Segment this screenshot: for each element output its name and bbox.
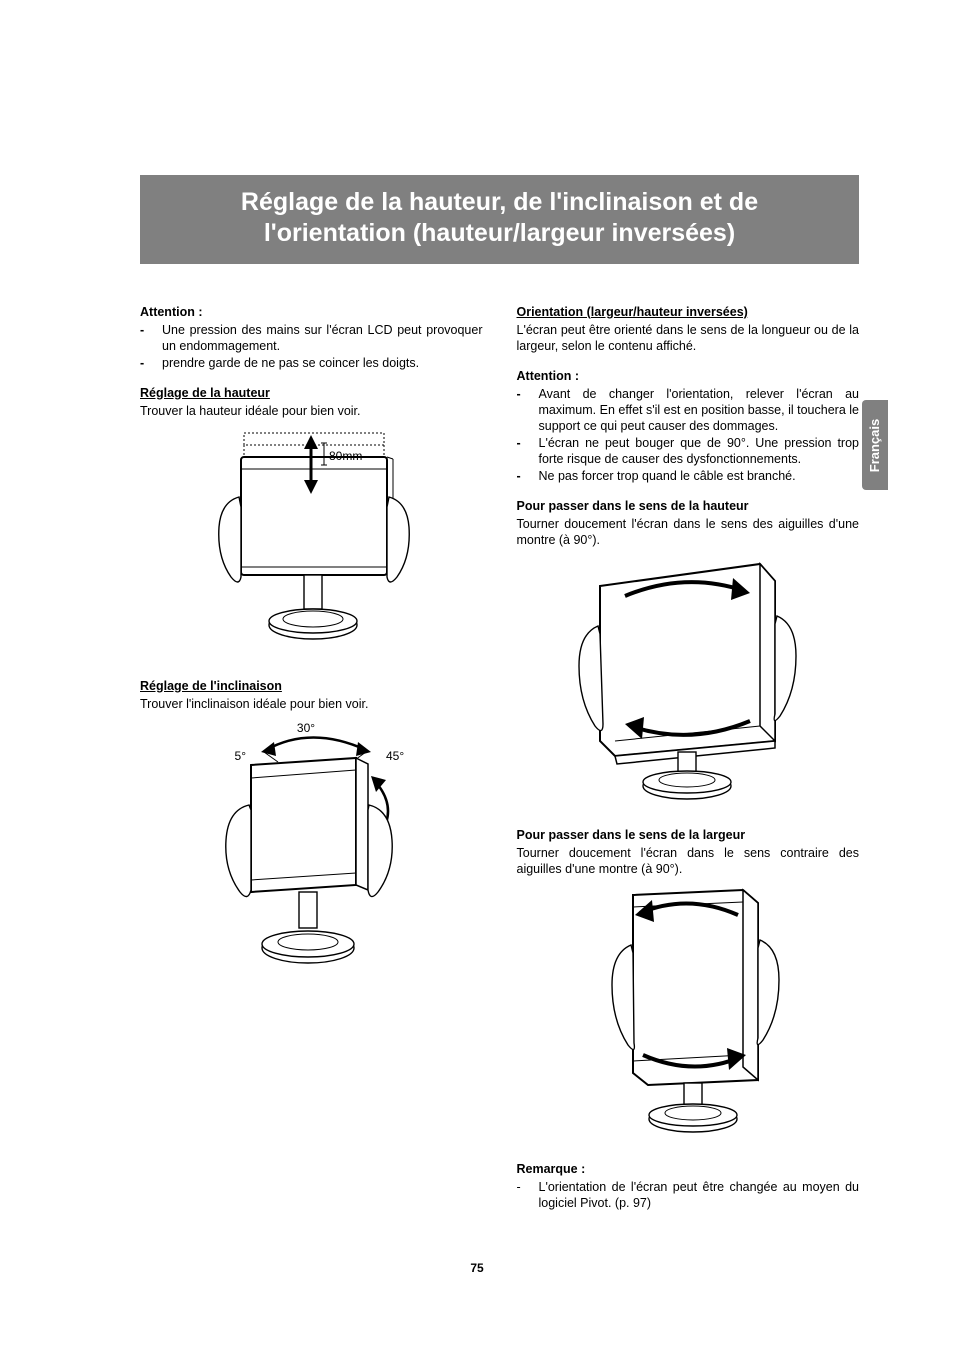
height-label: 80mm bbox=[329, 449, 362, 463]
list-item: L'écran ne peut bouger que de 90°. Une p… bbox=[517, 435, 860, 467]
attention-label-left: Attention : bbox=[140, 304, 483, 320]
list-item: Une pression des mains sur l'écran LCD p… bbox=[140, 322, 483, 354]
orientation-body: L'écran peut être orienté dans le sens d… bbox=[517, 322, 860, 354]
title-line-1: Réglage de la hauteur, de l'inclinaison … bbox=[241, 188, 758, 216]
tilt-label-top: 30° bbox=[297, 721, 315, 735]
tilt-diagram: 30° 5° 45° 45° bbox=[140, 720, 483, 979]
portrait-body: Tourner doucement l'écran dans le sens d… bbox=[517, 516, 860, 548]
title-line-2: l'orientation (hauteur/largeur inversées… bbox=[264, 219, 735, 247]
list-item: Ne pas forcer trop quand le câble est br… bbox=[517, 468, 860, 484]
page: Réglage de la hauteur, de l'inclinaison … bbox=[0, 0, 954, 1351]
landscape-body: Tourner doucement l'écran dans le sens c… bbox=[517, 845, 860, 877]
list-item: L'orientation de l'écran peut être chang… bbox=[517, 1179, 860, 1211]
portrait-diagram bbox=[517, 556, 860, 805]
monitor-tilt-icon: 30° 5° 45° 45° bbox=[206, 720, 416, 975]
tilt-label-right: 45° bbox=[386, 749, 404, 763]
tilt-heading: Réglage de l'inclinaison bbox=[140, 678, 483, 694]
portrait-heading: Pour passer dans le sens de la hauteur bbox=[517, 498, 860, 514]
language-label: Français bbox=[868, 418, 883, 471]
remark-label: Remarque : bbox=[517, 1161, 860, 1177]
tilt-body: Trouver l'inclinaison idéale pour bien v… bbox=[140, 696, 483, 712]
landscape-diagram bbox=[517, 885, 860, 1139]
height-body: Trouver la hauteur idéale pour bien voir… bbox=[140, 403, 483, 419]
attention-label-right: Attention : bbox=[517, 368, 860, 384]
height-diagram: 80mm bbox=[140, 427, 483, 656]
orientation-heading: Orientation (largeur/hauteur inversées) bbox=[517, 304, 860, 320]
right-column: Orientation (largeur/hauteur inversées) … bbox=[517, 304, 860, 1212]
list-item: Avant de changer l'orientation, relever … bbox=[517, 386, 860, 434]
attention-list-right: Avant de changer l'orientation, relever … bbox=[517, 386, 860, 484]
tilt-label-left: 5° bbox=[235, 749, 247, 763]
content-columns: Attention : Une pression des mains sur l… bbox=[140, 304, 859, 1212]
list-item: prendre garde de ne pas se coincer les d… bbox=[140, 355, 483, 371]
monitor-rotate-cw-icon bbox=[575, 556, 800, 801]
monitor-height-icon: 80mm bbox=[211, 427, 411, 652]
page-title: Réglage de la hauteur, de l'inclinaison … bbox=[140, 175, 859, 264]
height-heading: Réglage de la hauteur bbox=[140, 385, 483, 401]
page-number: 75 bbox=[0, 1261, 954, 1275]
left-column: Attention : Une pression des mains sur l… bbox=[140, 304, 483, 1212]
monitor-rotate-ccw-icon bbox=[578, 885, 798, 1135]
language-tab: Français bbox=[862, 400, 888, 490]
landscape-heading: Pour passer dans le sens de la largeur bbox=[517, 827, 860, 843]
attention-list-left: Une pression des mains sur l'écran LCD p… bbox=[140, 322, 483, 371]
remark-list: L'orientation de l'écran peut être chang… bbox=[517, 1179, 860, 1211]
